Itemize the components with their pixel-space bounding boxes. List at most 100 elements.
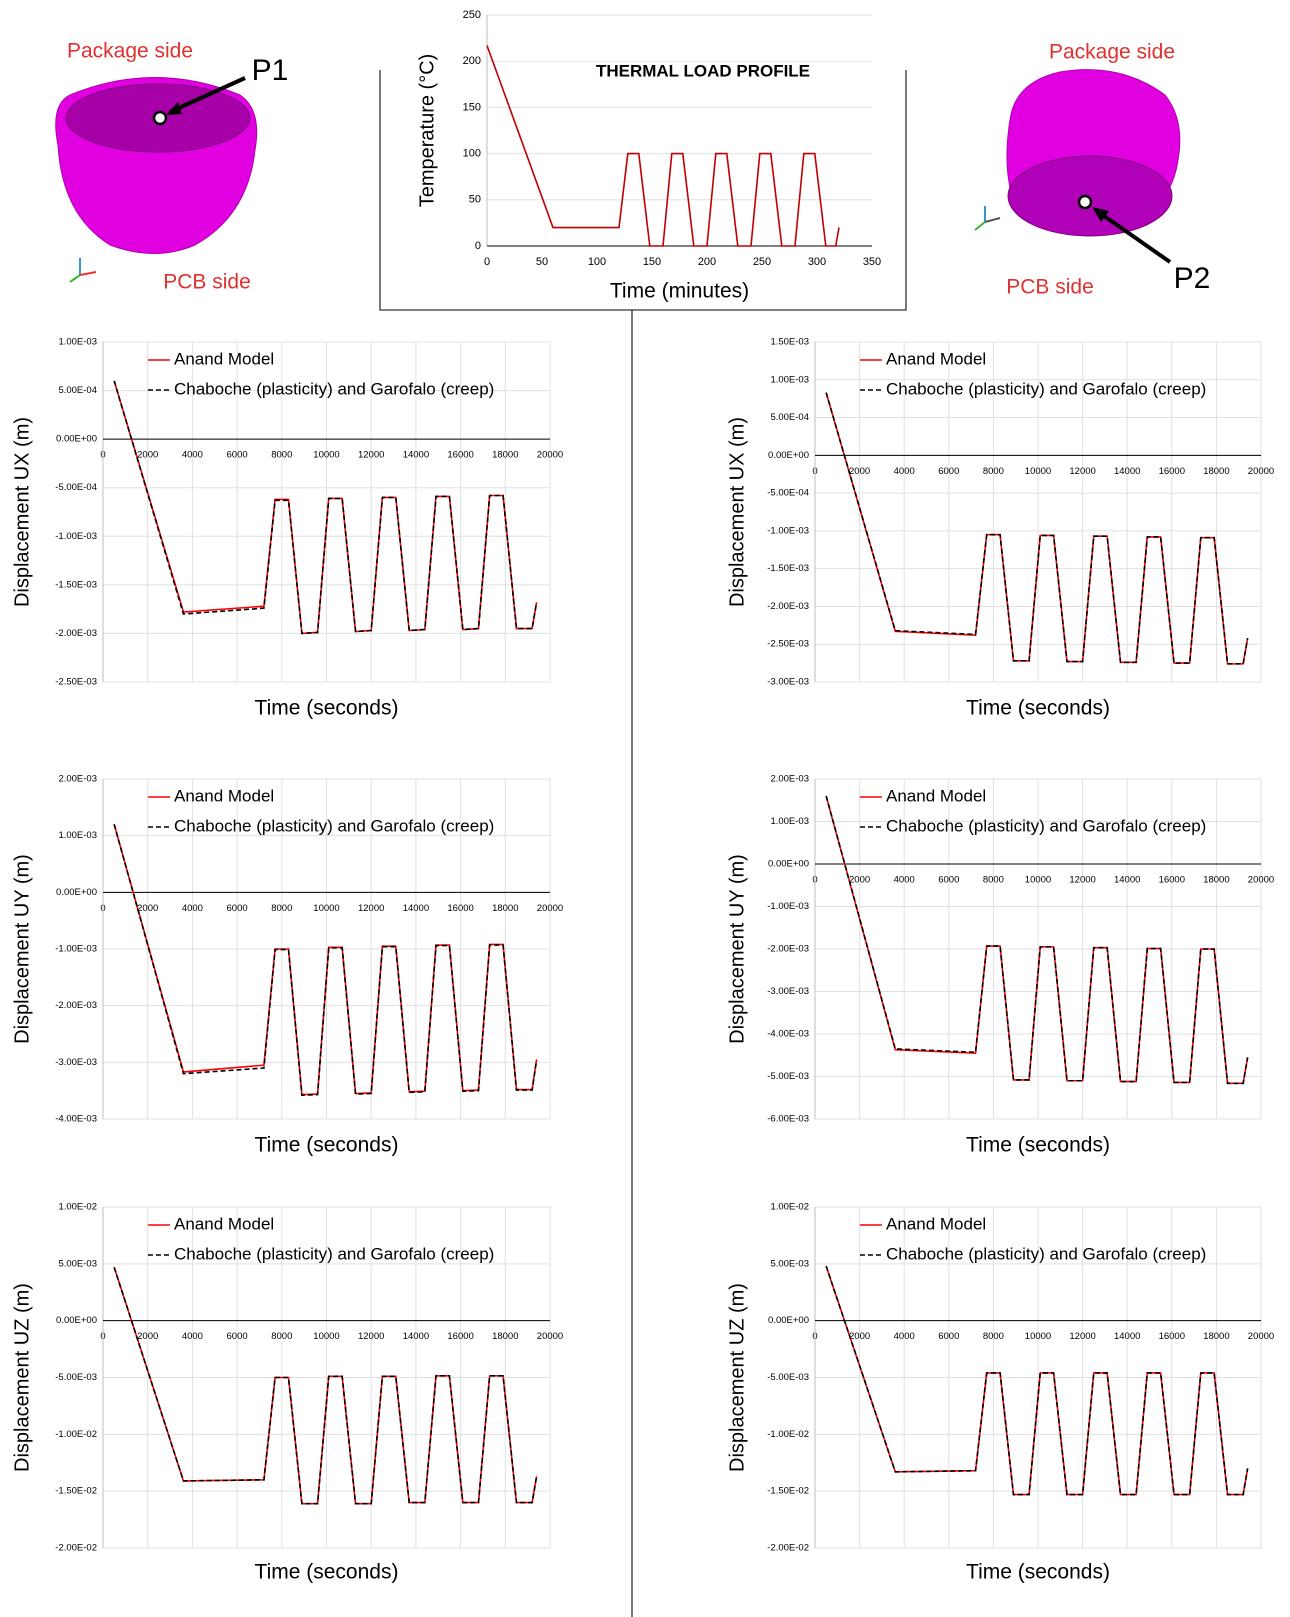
x-tick-label: 10000: [313, 450, 339, 461]
x-tick-label: 2000: [849, 1331, 870, 1342]
y-axis-label: Displacement UZ (m): [11, 1283, 33, 1472]
x-tick-label: 150: [643, 256, 661, 268]
frame: [379, 70, 907, 311]
y-tick-label: 200: [463, 55, 481, 67]
x-tick-label: 8000: [271, 1331, 292, 1342]
x-tick-label: 20000: [537, 1331, 563, 1342]
legend-label: Anand Model: [174, 1214, 274, 1233]
x-tick-label: 16000: [1159, 1331, 1185, 1342]
legend-label: Anand Model: [174, 349, 274, 368]
y-tick-label: -1.00E-02: [55, 1429, 97, 1440]
x-tick-label: 18000: [1203, 1331, 1229, 1342]
x-tick-label: 16000: [447, 1331, 473, 1342]
y-tick-label: -2.50E-03: [767, 639, 809, 650]
x-axis-label: Time (seconds): [255, 697, 399, 720]
x-tick-label: 6000: [227, 450, 248, 461]
series-line: [825, 1265, 1249, 1496]
series-line: [825, 392, 1249, 665]
x-tick-label: 2000: [849, 875, 870, 886]
y-tick-label: -2.00E-03: [767, 601, 809, 612]
x-tick-label: 12000: [358, 450, 384, 461]
x-tick-label: 12000: [358, 903, 384, 914]
x-tick-label: 16000: [447, 450, 473, 461]
x-tick-label: 14000: [403, 1331, 429, 1342]
x-tick-label: 200: [698, 256, 716, 268]
y-tick-label: -2.00E-03: [55, 1000, 97, 1011]
legend-label: Anand Model: [174, 786, 274, 805]
y-tick-label: 1.00E-03: [770, 374, 809, 385]
x-tick-label: 10000: [1025, 466, 1051, 477]
x-tick-label: 14000: [403, 450, 429, 461]
solder-ball-right: [974, 69, 1181, 264]
x-tick-label: 10000: [1025, 1331, 1051, 1342]
x-tick-label: 18000: [1203, 875, 1229, 886]
x-tick-label: 6000: [938, 466, 959, 477]
x-tick-label: 6000: [938, 875, 959, 886]
x-tick-label: 100: [588, 256, 606, 268]
x-tick-label: 4000: [182, 1331, 203, 1342]
series-line: [113, 824, 538, 1097]
y-tick-label: -2.50E-03: [55, 677, 97, 688]
x-tick-label: 2000: [137, 903, 158, 914]
x-axis-label: Time (seconds): [966, 697, 1110, 720]
x-tick-label: 250: [753, 256, 771, 268]
x-tick-label: 8000: [271, 450, 292, 461]
y-tick-label: 1.00E-03: [58, 337, 97, 348]
y-tick-label: -5.00E-03: [767, 1071, 809, 1082]
x-tick-label: 20000: [537, 450, 563, 461]
y-tick-label: 2.00E-03: [58, 774, 97, 785]
series-line: [113, 1266, 538, 1505]
y-tick-label: -5.00E-03: [767, 1372, 809, 1383]
x-tick-label: 18000: [492, 1331, 518, 1342]
x-tick-label: 50: [536, 256, 548, 268]
point-label: P1: [252, 54, 289, 87]
x-axis-label: Time (minutes): [610, 280, 749, 303]
x-tick-label: 14000: [1114, 875, 1140, 886]
y-tick-label: -2.00E-03: [55, 628, 97, 639]
solder-ball-left: [55, 76, 258, 283]
y-tick-label: 0.00E+00: [768, 859, 809, 870]
y-tick-label: 1.00E-02: [58, 1202, 97, 1213]
y-tick-label: -3.00E-03: [55, 1057, 97, 1068]
y-tick-label: -3.00E-03: [767, 677, 809, 688]
x-axis-label: Time (seconds): [255, 1134, 399, 1157]
x-tick-label: 6000: [227, 1331, 248, 1342]
legend-label: Chaboche (plasticity) and Garofalo (cree…: [886, 379, 1206, 398]
x-axis-label: Time (seconds): [966, 1561, 1110, 1584]
y-tick-label: -1.50E-03: [767, 563, 809, 574]
y-axis-label: Displacement UZ (m): [726, 1283, 748, 1472]
x-tick-label: 10000: [313, 1331, 339, 1342]
y-tick-label: -1.50E-02: [55, 1486, 97, 1497]
series-line: [825, 1265, 1249, 1496]
y-tick-label: 5.00E-04: [58, 385, 97, 396]
x-tick-label: 8000: [271, 903, 292, 914]
y-tick-label: -1.00E-03: [55, 531, 97, 542]
x-tick-label: 14000: [403, 903, 429, 914]
package-label: Package side: [1049, 41, 1175, 64]
x-tick-label: 16000: [1159, 466, 1185, 477]
y-tick-label: -4.00E-03: [55, 1114, 97, 1125]
x-tick-label: 4000: [182, 450, 203, 461]
y-tick-label: 1.00E-03: [770, 816, 809, 827]
point-label: P2: [1174, 262, 1211, 295]
series-line: [113, 1266, 538, 1505]
y-tick-label: 0.00E+00: [56, 434, 97, 445]
y-tick-label: 1.50E-03: [770, 337, 809, 348]
y-axis-label: Displacement UY (m): [726, 854, 748, 1044]
x-tick-label: 12000: [1069, 1331, 1095, 1342]
x-tick-label: 2000: [849, 466, 870, 477]
x-tick-label: 8000: [983, 1331, 1004, 1342]
x-tick-label: 20000: [1248, 1331, 1274, 1342]
legend-label: Chaboche (plasticity) and Garofalo (cree…: [886, 1244, 1206, 1263]
y-tick-label: 5.00E-04: [770, 412, 809, 423]
x-tick-label: 300: [808, 256, 826, 268]
y-tick-label: 5.00E-03: [58, 1258, 97, 1269]
legend-label: Chaboche (plasticity) and Garofalo (cree…: [174, 816, 494, 835]
x-tick-label: 12000: [1069, 875, 1095, 886]
chart-title: THERMAL LOAD PROFILE: [596, 61, 810, 80]
series-line: [825, 795, 1249, 1085]
y-axis-label: Displacement UY (m): [11, 854, 33, 1044]
y-tick-label: 0.00E+00: [768, 1315, 809, 1326]
